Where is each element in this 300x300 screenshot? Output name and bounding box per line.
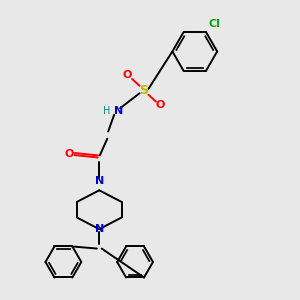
Text: O: O (123, 70, 132, 80)
Text: O: O (65, 149, 74, 160)
Text: N: N (114, 106, 123, 116)
Text: N: N (94, 176, 104, 186)
Text: N: N (94, 224, 104, 234)
Text: Cl: Cl (208, 19, 220, 29)
Text: H: H (103, 106, 111, 116)
Text: O: O (156, 100, 165, 110)
Text: S: S (140, 84, 148, 97)
